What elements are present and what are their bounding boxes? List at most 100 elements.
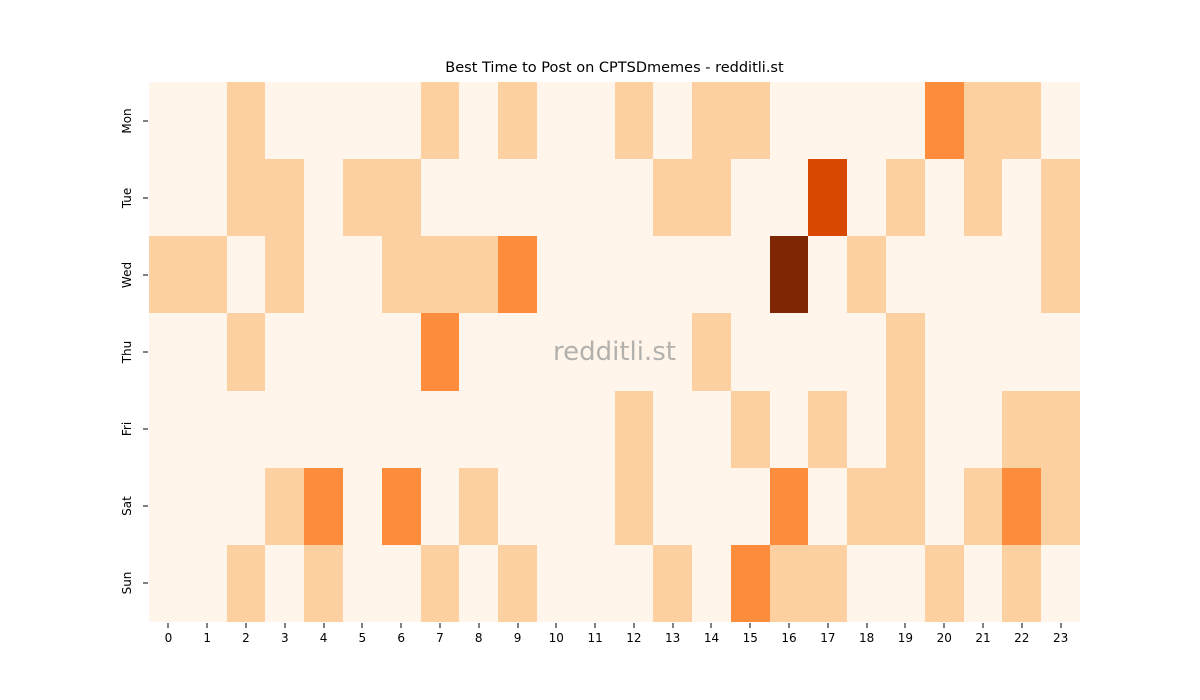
- heatmap-cell-sat-11: [575, 467, 615, 545]
- heatmap-cell-tue-16: [769, 159, 809, 237]
- heatmap-cell-thu-7: [420, 313, 460, 391]
- x-tick-label-0: 0: [164, 631, 173, 645]
- heatmap-cell-fri-1: [187, 390, 227, 468]
- heatmap-cell-mon-1: [187, 82, 227, 160]
- x-tick-label-23: 23: [1052, 631, 1069, 645]
- x-tick-label-17: 17: [820, 631, 836, 645]
- heatmap-cell-sun-11: [575, 544, 615, 622]
- heatmap-cell-fri-3: [265, 390, 305, 468]
- y-tick-label-tue: Tue: [120, 187, 134, 208]
- heatmap-cell-thu-15: [730, 313, 770, 391]
- y-tick-mark-mon: [143, 120, 148, 122]
- heatmap-cell-fri-15: [730, 390, 770, 468]
- heatmap-cell-fri-2: [226, 390, 266, 468]
- heatmap-cell-sun-3: [265, 544, 305, 622]
- x-tick-label-21: 21: [975, 631, 991, 645]
- heatmap-cell-fri-22: [1002, 390, 1042, 468]
- heatmap-cell-thu-16: [769, 313, 809, 391]
- heatmap-cell-wed-15: [730, 236, 770, 314]
- heatmap-cell-wed-6: [381, 236, 421, 314]
- heatmap-cell-mon-2: [226, 82, 266, 160]
- y-tick-label-sat: Sat: [120, 496, 134, 517]
- heatmap-cell-sat-22: [1002, 467, 1042, 545]
- heatmap-cell-sat-2: [226, 467, 266, 545]
- heatmap-cell-sun-8: [459, 544, 499, 622]
- y-tick-label-fri: Fri: [120, 421, 134, 437]
- x-tick-mark-5: [361, 623, 363, 628]
- heatmap-cell-sat-23: [1041, 467, 1080, 545]
- heatmap-cell-wed-23: [1041, 236, 1080, 314]
- heatmap-cell-sat-19: [886, 467, 925, 545]
- x-tick-label-15: 15: [742, 631, 758, 645]
- x-tick-mark-22: [1021, 623, 1023, 628]
- heatmap-cell-sun-16: [769, 544, 809, 622]
- heatmap-cell-thu-18: [847, 313, 887, 391]
- heatmap-cell-fri-4: [304, 390, 343, 468]
- heatmap-cell-wed-1: [187, 236, 227, 314]
- heatmap-cell-fri-13: [653, 390, 693, 468]
- x-tick-mark-16: [788, 623, 790, 628]
- heatmap-cell-sun-19: [886, 544, 925, 622]
- heatmap-cell-thu-23: [1041, 313, 1080, 391]
- heatmap-cell-wed-5: [342, 236, 382, 314]
- heatmap-cell-sat-8: [459, 467, 499, 545]
- x-tick-label-19: 19: [897, 631, 914, 645]
- heatmap-cell-tue-9: [498, 159, 537, 237]
- x-tick-label-8: 8: [474, 631, 483, 645]
- heatmap-cell-mon-16: [769, 82, 809, 160]
- heatmap-grid: [149, 82, 1080, 622]
- heatmap-cell-thu-4: [304, 313, 343, 391]
- x-tick-label-12: 12: [626, 631, 642, 645]
- heatmap-cell-fri-23: [1041, 390, 1080, 468]
- x-tick-label-1: 1: [203, 631, 212, 645]
- heatmap-cell-sun-18: [847, 544, 887, 622]
- heatmap-cell-fri-12: [614, 390, 654, 468]
- heatmap-cell-mon-0: [149, 82, 188, 160]
- y-tick-mark-thu: [143, 351, 148, 353]
- heatmap-cell-thu-0: [149, 313, 188, 391]
- x-tick-label-2: 2: [242, 631, 250, 645]
- heatmap-cell-tue-14: [692, 159, 731, 237]
- heatmap-cell-tue-12: [614, 159, 654, 237]
- heatmap-cell-wed-11: [575, 236, 615, 314]
- heatmap-cell-wed-18: [847, 236, 887, 314]
- heatmap-cell-thu-17: [808, 313, 848, 391]
- x-tick-mark-4: [323, 623, 325, 628]
- heatmap-cell-fri-5: [342, 390, 382, 468]
- heatmap-cell-sun-1: [187, 544, 227, 622]
- heatmap-cell-thu-6: [381, 313, 421, 391]
- heatmap-cell-sun-13: [653, 544, 693, 622]
- heatmap-cell-fri-18: [847, 390, 887, 468]
- heatmap-cell-sun-22: [1002, 544, 1042, 622]
- heatmap-cell-sat-10: [536, 467, 576, 545]
- heatmap-cell-thu-11: [575, 313, 615, 391]
- heatmap-cell-sun-5: [342, 544, 382, 622]
- x-tick-label-16: 16: [781, 631, 797, 645]
- x-tick-mark-6: [400, 623, 402, 628]
- heatmap-cell-wed-4: [304, 236, 343, 314]
- heatmap-cell-mon-8: [459, 82, 499, 160]
- heatmap-cell-wed-9: [498, 236, 537, 314]
- heatmap-cell-thu-14: [692, 313, 731, 391]
- heatmap-cell-sat-16: [769, 467, 809, 545]
- x-tick-mark-0: [167, 623, 169, 628]
- x-tick-label-10: 10: [548, 631, 564, 645]
- heatmap-cell-thu-1: [187, 313, 227, 391]
- heatmap-cell-mon-18: [847, 82, 887, 160]
- x-tick-mark-17: [827, 623, 829, 628]
- heatmap-cell-sun-2: [226, 544, 266, 622]
- heatmap-cell-thu-19: [886, 313, 925, 391]
- x-tick-mark-13: [672, 623, 674, 628]
- heatmap-cell-thu-2: [226, 313, 266, 391]
- x-tick-mark-14: [710, 623, 712, 628]
- x-tick-label-20: 20: [936, 631, 952, 645]
- heatmap-cell-wed-16: [769, 236, 809, 314]
- heatmap-cell-sun-4: [304, 544, 343, 622]
- heatmap-cell-fri-14: [692, 390, 731, 468]
- heatmap-cell-mon-10: [536, 82, 576, 160]
- heatmap-cell-sat-21: [963, 467, 1003, 545]
- chart-title: Best Time to Post on CPTSDmemes - reddit…: [445, 60, 784, 76]
- heatmap-cell-sat-17: [808, 467, 848, 545]
- heatmap-cell-sun-15: [730, 544, 770, 622]
